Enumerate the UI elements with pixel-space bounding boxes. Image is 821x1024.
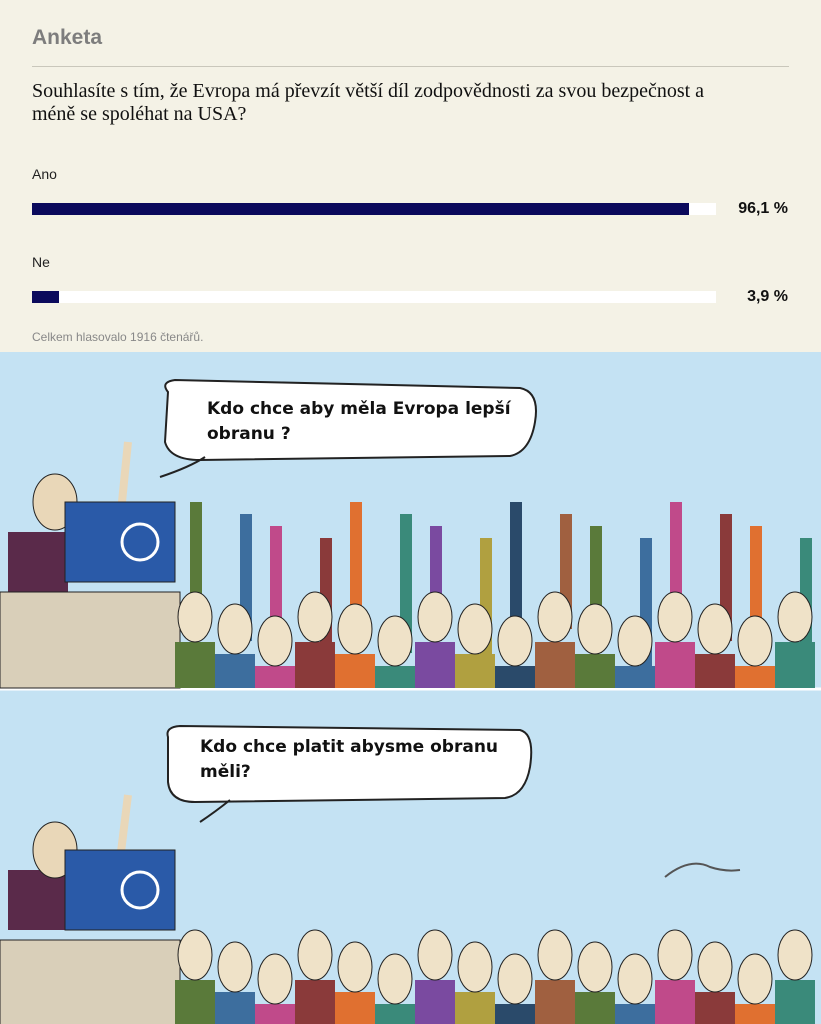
speaker-body	[8, 532, 68, 592]
person-body	[255, 1004, 295, 1024]
person-body	[375, 1004, 415, 1024]
person-head	[457, 941, 493, 993]
person-body	[295, 980, 335, 1024]
person-head	[217, 941, 253, 993]
podium-logo	[120, 522, 160, 562]
speech-text: Kdo chce aby měla Evropa lepší obranu ?	[207, 399, 511, 444]
person-head	[217, 603, 253, 655]
poll-title: Anketa	[32, 26, 103, 49]
speech-text: Kdo chce platit abysme obranu měli?	[200, 737, 499, 782]
person-body	[335, 654, 375, 688]
person-head	[777, 929, 813, 981]
person-body	[495, 666, 535, 688]
bar	[32, 291, 59, 303]
person-body	[775, 980, 815, 1024]
person-body	[735, 666, 775, 688]
raised-arm	[190, 502, 202, 617]
person-head	[537, 591, 573, 643]
bar-track	[32, 203, 716, 215]
speech-tail	[159, 456, 206, 478]
poll: Anketa Souhlasíte s tím, že Evropa má př…	[0, 0, 821, 352]
person-body	[415, 980, 455, 1024]
person-head	[737, 615, 773, 667]
person-head	[577, 941, 613, 993]
person-head	[737, 953, 773, 1005]
poll-footer: Celkem hlasovalo 1916 čtenářů.	[32, 330, 204, 344]
person-head	[697, 603, 733, 655]
bar-track	[32, 291, 716, 303]
person-body	[255, 666, 295, 688]
raised-arm	[510, 502, 522, 641]
speech-bubble	[163, 378, 537, 462]
person-head	[377, 953, 413, 1005]
person-head	[617, 615, 653, 667]
person-head	[417, 929, 453, 981]
person-head	[337, 941, 373, 993]
person-head	[297, 929, 333, 981]
divider	[32, 66, 789, 67]
poll-question: Souhlasíte s tím, že Evropa má převzít v…	[32, 80, 705, 125]
person-head	[417, 591, 453, 643]
speech-tail	[199, 799, 231, 823]
person-head	[657, 929, 693, 981]
person-body	[535, 642, 575, 688]
person-body	[455, 992, 495, 1024]
person-head	[497, 953, 533, 1005]
option-label: Ne	[32, 254, 50, 270]
person-body	[615, 1004, 655, 1024]
person-body	[415, 642, 455, 688]
speaker-body	[8, 870, 68, 930]
person-body	[655, 980, 695, 1024]
person-head	[457, 603, 493, 655]
speaker-arm	[116, 794, 132, 861]
podium-base	[0, 939, 181, 1024]
person-body	[735, 1004, 775, 1024]
person-head	[617, 953, 653, 1005]
person-body	[295, 642, 335, 688]
person-body	[455, 654, 495, 688]
option-label: Ano	[32, 166, 57, 182]
person-body	[695, 654, 735, 688]
value-label: 96,1 %	[738, 200, 788, 217]
bar	[32, 203, 690, 215]
person-head	[777, 591, 813, 643]
person-body	[615, 666, 655, 688]
person-head	[177, 929, 213, 981]
person-body	[575, 992, 615, 1024]
person-body	[175, 642, 215, 688]
person-body	[175, 980, 215, 1024]
value-label: 3,9 %	[747, 288, 788, 305]
person-head	[257, 615, 293, 667]
person-head	[297, 591, 333, 643]
person-body	[535, 980, 575, 1024]
squiggle	[664, 862, 741, 878]
scene	[0, 441, 815, 1024]
person-body	[655, 642, 695, 688]
person-head	[377, 615, 413, 667]
person-body	[215, 992, 255, 1024]
person-body	[335, 992, 375, 1024]
raised-arm	[350, 502, 362, 629]
podium-logo	[120, 870, 160, 910]
speech-bubble	[166, 724, 533, 804]
person-body	[215, 654, 255, 688]
person-head	[657, 591, 693, 643]
podium-base	[0, 591, 181, 689]
person-head	[337, 603, 373, 655]
person-head	[537, 929, 573, 981]
person-body	[695, 992, 735, 1024]
person-body	[495, 1004, 535, 1024]
person-body	[575, 654, 615, 688]
person-head	[177, 591, 213, 643]
person-head	[577, 603, 613, 655]
person-head	[497, 615, 533, 667]
person-head	[697, 941, 733, 993]
person-head	[257, 953, 293, 1005]
cartoon	[0, 352, 821, 1024]
person-body	[775, 642, 815, 688]
raised-arm	[670, 502, 682, 617]
person-body	[375, 666, 415, 688]
